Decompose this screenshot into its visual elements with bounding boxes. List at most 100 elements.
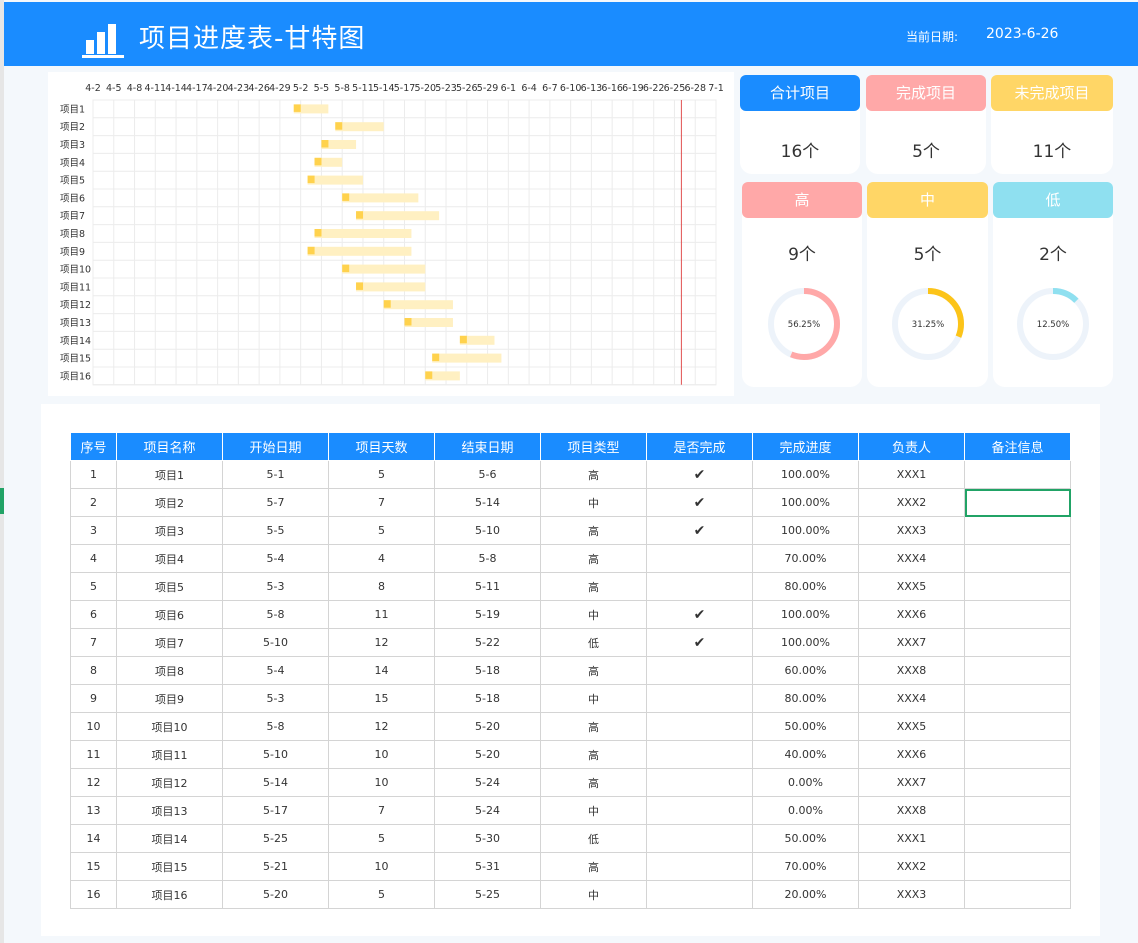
table-cell[interactable]: 项目8 xyxy=(116,656,223,685)
table-cell[interactable]: 7 xyxy=(328,796,435,825)
table-cell[interactable]: ✔ xyxy=(646,628,753,657)
table-cell[interactable]: 5-8 xyxy=(222,712,329,741)
table-cell[interactable]: 3 xyxy=(70,516,117,545)
table-cell[interactable]: 项目12 xyxy=(116,768,223,797)
table-cell[interactable]: 0.00% xyxy=(752,796,859,825)
table-cell[interactable] xyxy=(646,768,753,797)
table-cell[interactable]: 5 xyxy=(328,516,435,545)
table-cell[interactable]: 4 xyxy=(328,544,435,573)
table-cell[interactable]: XXX1 xyxy=(858,460,965,489)
table-cell[interactable]: 中 xyxy=(540,796,647,825)
table-cell[interactable]: 70.00% xyxy=(752,544,859,573)
table-cell[interactable]: 100.00% xyxy=(752,460,859,489)
table-cell[interactable]: 5-19 xyxy=(434,600,541,629)
table-cell[interactable]: 6 xyxy=(70,600,117,629)
table-cell[interactable] xyxy=(964,488,1071,517)
table-cell[interactable]: 5-7 xyxy=(222,488,329,517)
table-cell[interactable]: 10 xyxy=(328,768,435,797)
table-cell[interactable]: 高 xyxy=(540,460,647,489)
table-cell[interactable] xyxy=(964,460,1071,489)
table-cell[interactable]: 80.00% xyxy=(752,684,859,713)
table-cell[interactable]: 5-3 xyxy=(222,572,329,601)
column-header[interactable]: 负责人 xyxy=(858,432,965,461)
table-cell[interactable]: XXX6 xyxy=(858,740,965,769)
table-cell[interactable]: XXX5 xyxy=(858,712,965,741)
table-cell[interactable]: 5-22 xyxy=(434,628,541,657)
table-cell[interactable]: 项目9 xyxy=(116,684,223,713)
table-cell[interactable]: 项目11 xyxy=(116,740,223,769)
table-cell[interactable]: 项目14 xyxy=(116,824,223,853)
table-cell[interactable]: 9 xyxy=(70,684,117,713)
table-cell[interactable]: 5-6 xyxy=(434,460,541,489)
table-cell[interactable]: 项目3 xyxy=(116,516,223,545)
table-cell[interactable]: 5-24 xyxy=(434,796,541,825)
table-cell[interactable] xyxy=(646,544,753,573)
table-cell[interactable]: 5 xyxy=(328,880,435,909)
table-cell[interactable]: 项目10 xyxy=(116,712,223,741)
table-cell[interactable]: 50.00% xyxy=(752,712,859,741)
table-cell[interactable] xyxy=(964,600,1071,629)
table-cell[interactable]: 12 xyxy=(70,768,117,797)
table-cell[interactable]: 高 xyxy=(540,740,647,769)
table-cell[interactable]: XXX5 xyxy=(858,572,965,601)
table-cell[interactable]: 高 xyxy=(540,656,647,685)
table-cell[interactable]: 项目16 xyxy=(116,880,223,909)
table-cell[interactable] xyxy=(964,880,1071,909)
table-cell[interactable]: 1 xyxy=(70,460,117,489)
table-cell[interactable]: XXX8 xyxy=(858,796,965,825)
column-header[interactable]: 项目名称 xyxy=(116,432,223,461)
table-cell[interactable] xyxy=(646,824,753,853)
table-cell[interactable]: XXX8 xyxy=(858,656,965,685)
table-cell[interactable]: 高 xyxy=(540,544,647,573)
table-cell[interactable]: 80.00% xyxy=(752,572,859,601)
table-cell[interactable]: 4 xyxy=(70,544,117,573)
table-cell[interactable]: 高 xyxy=(540,516,647,545)
table-cell[interactable]: 5 xyxy=(328,460,435,489)
table-cell[interactable]: 5-18 xyxy=(434,684,541,713)
table-cell[interactable] xyxy=(646,880,753,909)
table-cell[interactable]: 5-20 xyxy=(434,712,541,741)
table-cell[interactable]: 5-24 xyxy=(434,768,541,797)
table-cell[interactable]: 15 xyxy=(70,852,117,881)
table-cell[interactable]: 100.00% xyxy=(752,516,859,545)
table-cell[interactable]: 中 xyxy=(540,880,647,909)
table-cell[interactable]: 5-11 xyxy=(434,572,541,601)
table-cell[interactable]: 5-8 xyxy=(222,600,329,629)
table-cell[interactable]: 11 xyxy=(70,740,117,769)
table-cell[interactable]: 7 xyxy=(70,628,117,657)
table-cell[interactable]: 15 xyxy=(328,684,435,713)
table-cell[interactable] xyxy=(964,684,1071,713)
table-cell[interactable]: 100.00% xyxy=(752,600,859,629)
table-cell[interactable]: 5-10 xyxy=(434,516,541,545)
table-cell[interactable] xyxy=(646,684,753,713)
table-cell[interactable] xyxy=(646,712,753,741)
table-cell[interactable]: 低 xyxy=(540,824,647,853)
table-cell[interactable]: 中 xyxy=(540,488,647,517)
table-cell[interactable]: 5-25 xyxy=(222,824,329,853)
table-cell[interactable]: 5-21 xyxy=(222,852,329,881)
table-cell[interactable] xyxy=(646,852,753,881)
table-cell[interactable]: 高 xyxy=(540,572,647,601)
table-cell[interactable]: 2 xyxy=(70,488,117,517)
table-cell[interactable]: 100.00% xyxy=(752,628,859,657)
table-cell[interactable]: 10 xyxy=(328,852,435,881)
table-cell[interactable]: XXX2 xyxy=(858,488,965,517)
table-cell[interactable]: 8 xyxy=(70,656,117,685)
column-header[interactable]: 完成进度 xyxy=(752,432,859,461)
table-cell[interactable]: 5 xyxy=(328,824,435,853)
column-header[interactable]: 项目天数 xyxy=(328,432,435,461)
table-cell[interactable]: 14 xyxy=(70,824,117,853)
table-cell[interactable]: 12 xyxy=(328,712,435,741)
table-cell[interactable] xyxy=(964,768,1071,797)
table-cell[interactable]: 70.00% xyxy=(752,852,859,881)
table-cell[interactable]: XXX1 xyxy=(858,824,965,853)
table-cell[interactable]: 项目2 xyxy=(116,488,223,517)
table-cell[interactable]: 中 xyxy=(540,600,647,629)
table-cell[interactable]: 5-1 xyxy=(222,460,329,489)
table-cell[interactable]: 12 xyxy=(328,628,435,657)
table-cell[interactable]: 100.00% xyxy=(752,488,859,517)
table-cell[interactable]: 5-10 xyxy=(222,740,329,769)
table-cell[interactable]: XXX4 xyxy=(858,544,965,573)
table-cell[interactable]: XXX7 xyxy=(858,628,965,657)
table-cell[interactable]: XXX2 xyxy=(858,852,965,881)
